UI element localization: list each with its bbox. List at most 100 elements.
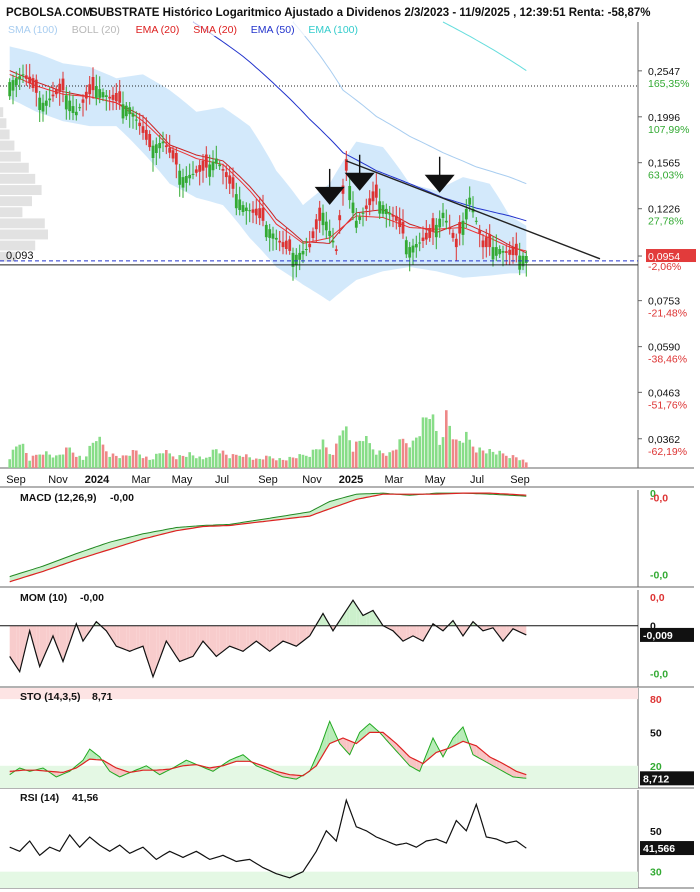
- momentum-fill: [356, 605, 360, 626]
- momentum-fill: [253, 625, 257, 644]
- legend-backdrop: [4, 22, 356, 36]
- candle-body: [144, 129, 148, 140]
- stochastic-fill: [506, 765, 510, 775]
- candle-body: [451, 232, 455, 238]
- stochastic-fill: [386, 735, 390, 744]
- candle-body: [324, 221, 328, 231]
- volume-bar: [128, 455, 131, 468]
- candle-body: [278, 240, 282, 243]
- volume-bar: [181, 455, 185, 468]
- candle-body: [94, 86, 98, 99]
- momentum-fill: [193, 625, 197, 657]
- candle-body: [124, 105, 128, 117]
- candle-body: [518, 255, 522, 270]
- candle-body: [464, 208, 468, 220]
- volume-bar: [238, 455, 241, 468]
- volume-profile-bar: [0, 129, 10, 140]
- candle-body: [158, 143, 162, 149]
- volume-bar: [175, 459, 178, 468]
- stochastic-value: 8,71: [92, 691, 113, 703]
- candle-body: [51, 94, 55, 97]
- volume-bar: [441, 437, 445, 468]
- candle-body: [481, 240, 485, 248]
- momentum-fill: [269, 625, 273, 652]
- momentum-fill: [176, 625, 180, 662]
- momentum-fill: [119, 625, 123, 649]
- momentum-fill: [106, 625, 110, 636]
- momentum-fill: [149, 625, 153, 677]
- price-tick-label: 0,1996: [648, 112, 680, 124]
- stochastic-overbought-band: [0, 688, 638, 700]
- price-tick-label: 0,1226: [648, 204, 680, 216]
- candle-body: [488, 234, 492, 248]
- candle-body: [98, 89, 102, 98]
- volume-profile-bar: [0, 118, 7, 129]
- volume-bar: [261, 459, 265, 468]
- volume-bar: [251, 459, 255, 468]
- price-pct-label: -62,19%: [648, 446, 687, 458]
- volume-bar: [201, 459, 205, 468]
- stochastic-fill: [383, 732, 387, 740]
- x-tick-label: 2024: [85, 474, 110, 486]
- stochastic-fill: [503, 763, 507, 774]
- stochastic-fill: [113, 766, 117, 775]
- candle-body: [271, 233, 275, 239]
- candle-body: [354, 220, 358, 228]
- candle-body: [514, 243, 518, 256]
- volume-bar: [295, 458, 298, 468]
- stochastic-fill: [323, 730, 327, 755]
- candle-body: [244, 207, 248, 211]
- volume-bar: [325, 447, 328, 468]
- candle-body: [88, 84, 92, 95]
- momentum-fill: [53, 625, 57, 645]
- volume-bar: [468, 439, 471, 468]
- candle-body: [221, 169, 225, 171]
- stochastic-fill: [516, 771, 520, 778]
- momentum-value: -0,00: [80, 592, 104, 604]
- stochastic-fill: [476, 745, 480, 759]
- x-tick-label: Mar: [132, 474, 151, 486]
- momentum-fill: [146, 625, 150, 667]
- momentum-fill: [43, 625, 47, 659]
- stochastic-fill: [493, 758, 497, 768]
- candle-body: [521, 255, 525, 267]
- volume-bar: [75, 456, 78, 468]
- candle-body: [334, 249, 338, 251]
- volume-bar: [475, 452, 478, 468]
- momentum-fill: [519, 625, 523, 634]
- macd-histogram-fill: [9, 493, 527, 582]
- volume-bar: [421, 417, 425, 468]
- sma100-line: [292, 21, 527, 185]
- candle-body: [161, 141, 165, 144]
- candle-body: [38, 97, 42, 110]
- rsi-last-value: 41,566: [643, 843, 675, 855]
- candle-body: [258, 208, 262, 219]
- candle-body: [74, 111, 78, 116]
- volume-bar: [138, 454, 141, 468]
- candle-body: [174, 153, 178, 165]
- momentum-fill: [496, 625, 500, 637]
- stochastic-fill: [183, 760, 187, 766]
- volume-bar: [171, 456, 175, 468]
- candle-body: [151, 145, 155, 158]
- candle-body: [431, 218, 435, 232]
- volume-bar: [355, 441, 358, 468]
- momentum-fill: [236, 625, 240, 650]
- candle-body: [138, 122, 142, 127]
- momentum-fill: [223, 625, 227, 652]
- candle-body: [288, 239, 292, 251]
- candle-body: [188, 174, 192, 179]
- price-pct-label: -38,46%: [648, 354, 687, 366]
- momentum-fill: [219, 625, 223, 654]
- candle-body: [54, 89, 58, 95]
- momentum-last-value: -0,009: [643, 630, 673, 642]
- volume-bar: [315, 449, 318, 468]
- candle-body: [458, 222, 462, 234]
- momentum-fill: [233, 625, 237, 649]
- volume-profile-bar: [0, 196, 32, 207]
- momentum-fill: [183, 625, 187, 661]
- candle-body: [261, 207, 265, 221]
- candle-body: [524, 256, 528, 263]
- candle-body: [391, 215, 395, 217]
- candle-body: [274, 237, 278, 240]
